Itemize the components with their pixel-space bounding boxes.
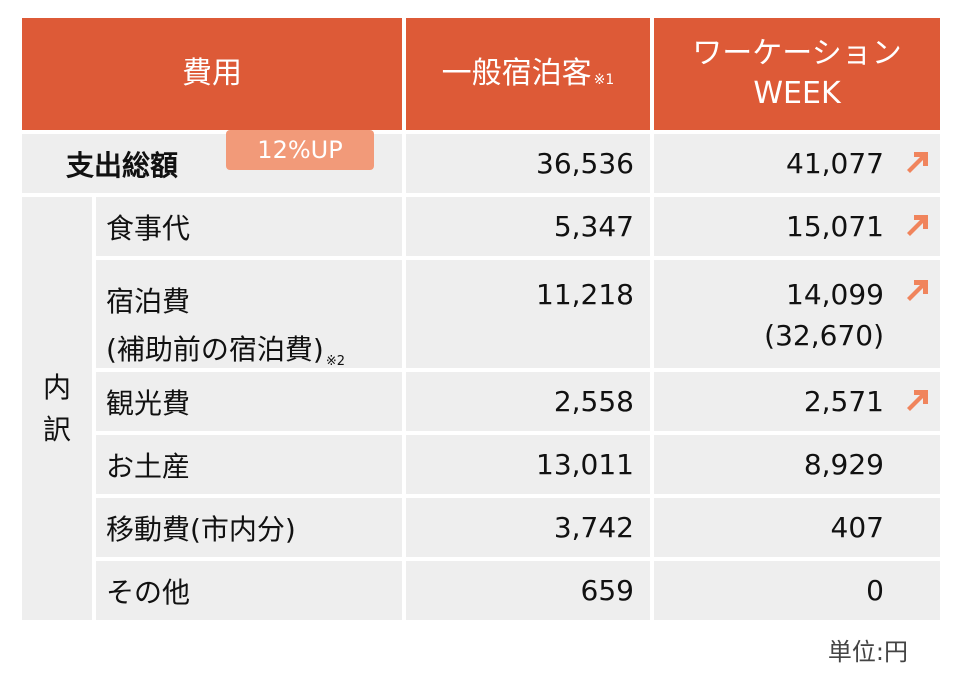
row-general-value: 3,742	[553, 511, 634, 544]
row-sightseeing-workation-cell: 2,571	[654, 372, 940, 431]
total-general-value: 36,536	[536, 147, 634, 180]
row-souvenir-workation-cell: 8,929	[654, 435, 940, 494]
header-cost: 費用	[22, 18, 402, 130]
row-label: 食事代	[106, 211, 191, 245]
row-general-value: 13,011	[536, 448, 634, 481]
header-general: 一般宿泊客 ※1	[406, 18, 650, 130]
increase-badge-label: 12%UP	[257, 136, 343, 164]
row-sublabel-note: ※2	[325, 354, 346, 369]
row-general-value: 659	[580, 574, 634, 607]
row-transport-workation-cell: 407	[654, 498, 940, 557]
row-other-general-cell: 659	[406, 561, 650, 620]
row-general-value: 2,558	[553, 385, 634, 418]
row-lodging-label-cell: 宿泊費 (補助前の宿泊費) ※2	[96, 260, 402, 369]
header-workation-line2: WEEK	[753, 76, 841, 111]
total-label: 支出総額	[66, 148, 179, 182]
row-workation-subvalue: (32,670)	[764, 319, 884, 352]
up-arrow-icon	[907, 152, 928, 173]
row-souvenir-label-cell: お土産	[96, 435, 402, 494]
header-workation: ワーケーション WEEK	[654, 18, 940, 130]
row-sublabel: (補助前の宿泊費)	[106, 333, 324, 366]
row-other-label-cell: その他	[96, 561, 402, 620]
row-workation-value: 407	[830, 511, 884, 544]
unit-note: 単位:円	[827, 638, 908, 666]
increase-badge: 12%UP	[226, 130, 374, 170]
header-general-label: 一般宿泊客	[441, 55, 592, 91]
row-lodging-general-cell: 11,218	[406, 260, 650, 368]
up-arrow-icon	[907, 390, 928, 411]
row-other-workation-cell: 0	[654, 561, 940, 620]
row-food-workation-cell: 15,071	[654, 197, 940, 256]
row-label: お土産	[106, 449, 191, 483]
up-arrow-icon	[907, 215, 928, 236]
row-food-label-cell: 食事代	[96, 197, 402, 256]
header-workation-line1: ワーケーション	[692, 35, 902, 71]
breakdown-label: 内 訳	[42, 370, 71, 446]
total-workation-cell: 41,077	[654, 134, 940, 193]
row-sightseeing-general-cell: 2,558	[406, 372, 650, 431]
row-sightseeing-label-cell: 観光費	[96, 372, 402, 431]
row-souvenir-general-cell: 13,011	[406, 435, 650, 494]
row-label: 観光費	[106, 386, 191, 420]
row-workation-value: 0	[866, 574, 884, 607]
row-workation-value: 15,071	[786, 210, 884, 243]
total-workation-value: 41,077	[786, 147, 884, 180]
row-food-general-cell: 5,347	[406, 197, 650, 256]
row-general-value: 11,218	[536, 278, 634, 311]
row-workation-value: 2,571	[803, 385, 884, 418]
row-label: 移動費(市内分)	[106, 512, 296, 546]
up-arrow-icon	[907, 280, 928, 301]
row-workation-value: 14,099	[786, 278, 884, 311]
row-transport-general-cell: 3,742	[406, 498, 650, 557]
header-cost-label: 費用	[182, 55, 242, 91]
row-general-value: 5,347	[553, 210, 634, 243]
total-general-cell: 36,536	[406, 134, 650, 193]
row-workation-value: 8,929	[803, 448, 884, 481]
row-label: その他	[106, 575, 191, 609]
row-lodging-workation-cell: 14,099 (32,670)	[654, 260, 940, 368]
header-general-note: ※1	[593, 71, 615, 88]
breakdown-label-cell: 内 訳	[22, 197, 92, 620]
row-label: 宿泊費	[106, 285, 191, 318]
row-transport-label-cell: 移動費(市内分)	[96, 498, 402, 557]
